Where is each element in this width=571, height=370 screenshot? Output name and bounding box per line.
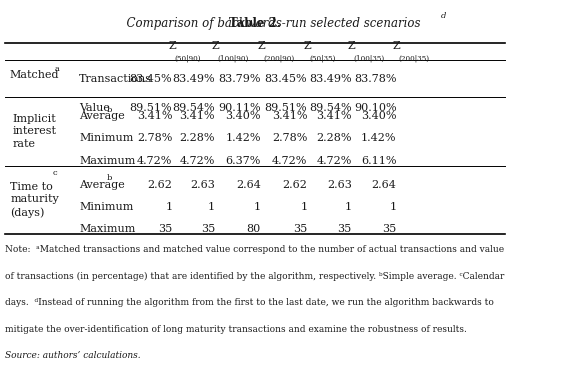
Text: Time to
maturity
(days): Time to maturity (days) — [10, 182, 59, 218]
Text: a: a — [55, 65, 60, 73]
Text: Minimum: Minimum — [79, 202, 134, 212]
Text: Matched: Matched — [10, 70, 59, 81]
Text: b: b — [107, 174, 112, 182]
Text: 35: 35 — [201, 224, 215, 235]
Text: (50|90): (50|90) — [174, 54, 201, 62]
Text: 83.78%: 83.78% — [354, 74, 397, 84]
Text: Note:  ᵃMatched transactions and matched value correspond to the number of actua: Note: ᵃMatched transactions and matched … — [5, 245, 504, 254]
Text: 4.72%: 4.72% — [272, 155, 307, 166]
Text: 2.64: 2.64 — [372, 180, 397, 190]
Text: days.  ᵈInstead of running the algorithm from the first to the last date, we run: days. ᵈInstead of running the algorithm … — [5, 298, 494, 307]
Text: 3.40%: 3.40% — [361, 111, 397, 121]
Text: 4.72%: 4.72% — [137, 155, 172, 166]
Text: 6.37%: 6.37% — [226, 155, 261, 166]
Text: 83.49%: 83.49% — [172, 74, 215, 84]
Text: 35: 35 — [293, 224, 307, 235]
Text: 3.41%: 3.41% — [180, 111, 215, 121]
Text: 83.49%: 83.49% — [309, 74, 352, 84]
Text: 2.78%: 2.78% — [272, 133, 307, 144]
Text: (200|90): (200|90) — [263, 54, 294, 62]
Text: 2.62: 2.62 — [283, 180, 307, 190]
Text: 83.45%: 83.45% — [130, 74, 172, 84]
Text: 83.45%: 83.45% — [265, 74, 307, 84]
Text: 3.41%: 3.41% — [272, 111, 307, 121]
Text: Maximum: Maximum — [79, 155, 135, 166]
Text: 6.11%: 6.11% — [361, 155, 397, 166]
Text: Value: Value — [79, 103, 110, 113]
Text: Table 2.: Table 2. — [229, 17, 281, 30]
Text: Comparison of backwards-run selected scenarios: Comparison of backwards-run selected sce… — [89, 17, 421, 30]
Text: c: c — [53, 169, 57, 177]
Text: 1: 1 — [165, 202, 172, 212]
Text: 4.72%: 4.72% — [316, 155, 352, 166]
Text: Z: Z — [211, 41, 219, 51]
Text: Z: Z — [168, 41, 176, 51]
Text: 3.41%: 3.41% — [316, 111, 352, 121]
Text: 80: 80 — [247, 224, 261, 235]
Text: Maximum: Maximum — [79, 224, 135, 235]
Text: d: d — [440, 12, 446, 20]
Text: Transactions: Transactions — [79, 74, 152, 84]
Text: 2.78%: 2.78% — [137, 133, 172, 144]
Text: 83.79%: 83.79% — [219, 74, 261, 84]
Text: 90.11%: 90.11% — [218, 103, 261, 113]
Text: Source: authors’ calculations.: Source: authors’ calculations. — [5, 352, 140, 360]
Text: 1: 1 — [389, 202, 397, 212]
Text: 2.64: 2.64 — [236, 180, 261, 190]
Text: 3.40%: 3.40% — [226, 111, 261, 121]
Text: 89.51%: 89.51% — [265, 103, 307, 113]
Text: 1.42%: 1.42% — [361, 133, 397, 144]
Text: mitigate the over-identification of long maturity transactions and examine the r: mitigate the over-identification of long… — [5, 325, 467, 334]
Text: 90.10%: 90.10% — [354, 103, 397, 113]
Text: Average: Average — [79, 180, 124, 190]
Text: (50|35): (50|35) — [309, 54, 336, 62]
Text: 2.28%: 2.28% — [316, 133, 352, 144]
Text: 4.72%: 4.72% — [180, 155, 215, 166]
Text: (100|90): (100|90) — [217, 54, 248, 62]
Text: 89.54%: 89.54% — [172, 103, 215, 113]
Text: b: b — [107, 105, 112, 114]
Text: (200|35): (200|35) — [399, 54, 430, 62]
Text: 1: 1 — [208, 202, 215, 212]
Text: 35: 35 — [158, 224, 172, 235]
Text: 35: 35 — [383, 224, 397, 235]
Text: 2.63: 2.63 — [190, 180, 215, 190]
Text: 1: 1 — [300, 202, 307, 212]
Text: Z: Z — [257, 41, 265, 51]
Text: 2.28%: 2.28% — [180, 133, 215, 144]
Text: 89.54%: 89.54% — [309, 103, 352, 113]
Text: Z: Z — [348, 41, 356, 51]
Text: 89.51%: 89.51% — [130, 103, 172, 113]
Text: 3.41%: 3.41% — [137, 111, 172, 121]
Text: 2.63: 2.63 — [327, 180, 352, 190]
Text: Implicit
interest
rate: Implicit interest rate — [13, 114, 57, 149]
Text: 2.62: 2.62 — [147, 180, 172, 190]
Text: 35: 35 — [337, 224, 352, 235]
Text: 1: 1 — [344, 202, 352, 212]
Text: Average: Average — [79, 111, 124, 121]
Text: 1: 1 — [254, 202, 261, 212]
Text: Minimum: Minimum — [79, 133, 134, 144]
Text: Z: Z — [393, 41, 400, 51]
Text: (100|35): (100|35) — [354, 54, 385, 62]
Text: Z: Z — [304, 41, 311, 51]
Text: 1.42%: 1.42% — [226, 133, 261, 144]
Text: of transactions (in percentage) that are identified by the algorithm, respective: of transactions (in percentage) that are… — [5, 272, 504, 281]
